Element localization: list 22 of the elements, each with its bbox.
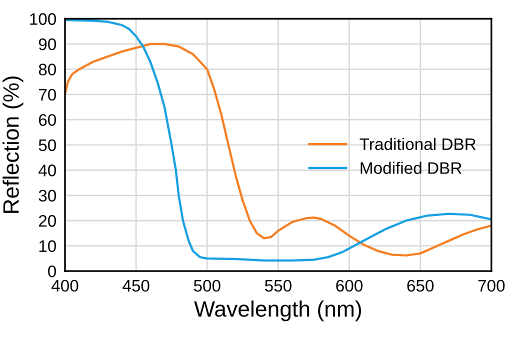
- legend-label: Modified DBR: [360, 162, 462, 174]
- y-tick-label: 90: [38, 38, 56, 50]
- x-axis-title: Wavelength (nm): [194, 300, 362, 322]
- x-tick-label: 550: [264, 280, 292, 292]
- y-tick-label: 70: [38, 88, 56, 101]
- x-tick-label: 450: [122, 280, 150, 292]
- y-tick-label: 30: [38, 190, 56, 202]
- y-tick-label: 40: [38, 164, 56, 176]
- y-tick-label: 50: [38, 139, 56, 152]
- x-tick-label: 700: [478, 280, 505, 292]
- y-tick-label: 100: [30, 13, 56, 25]
- y-tick-label: 0: [48, 265, 56, 278]
- y-tick-label: 10: [39, 240, 56, 252]
- y-axis-title: Reflection (%): [2, 76, 24, 213]
- y-tick-label: 60: [38, 114, 56, 126]
- x-tick-label: 600: [336, 280, 363, 292]
- x-tick-label: 400: [51, 280, 78, 292]
- y-tick-label: 80: [38, 64, 56, 76]
- legend-label: Traditional DBR: [360, 138, 476, 150]
- y-tick-label: 20: [38, 215, 56, 227]
- x-tick-label: 650: [407, 280, 434, 292]
- x-tick-label: 500: [194, 280, 220, 292]
